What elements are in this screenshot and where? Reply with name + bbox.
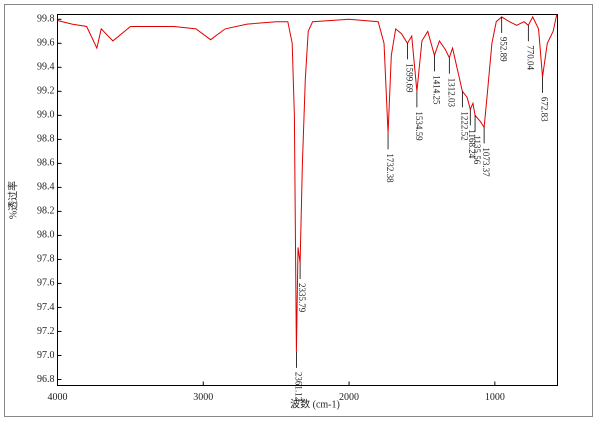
y-tick-label: 97.0 bbox=[37, 350, 55, 361]
y-tick-label: 99.0 bbox=[37, 110, 55, 121]
y-axis-title: %透过率 bbox=[6, 181, 19, 219]
x-axis-title: 波数 (cm-1) bbox=[290, 397, 340, 410]
y-tick-label: 97.8 bbox=[37, 254, 55, 265]
peak-label: 1073.37 bbox=[481, 147, 491, 177]
y-tick-label: 97.6 bbox=[37, 278, 55, 289]
y-tick-label: 98.6 bbox=[37, 158, 55, 169]
outer-frame bbox=[4, 4, 593, 417]
y-tick-label: 99.6 bbox=[37, 38, 55, 49]
x-tick-label: 1000 bbox=[485, 392, 505, 403]
y-tick-label: 98.8 bbox=[37, 134, 55, 145]
y-tick-label: 97.4 bbox=[37, 302, 55, 313]
peak-label: 1414.25 bbox=[431, 75, 441, 105]
peak-label: 2335.79 bbox=[297, 283, 307, 313]
y-tick-label: 98.2 bbox=[37, 206, 55, 217]
y-tick-label: 98.4 bbox=[37, 182, 55, 193]
peak-label: 1168.24 bbox=[467, 129, 477, 158]
peak-label: 1534.59 bbox=[414, 111, 424, 141]
peak-label: 2361.12 bbox=[293, 372, 303, 401]
y-tick-label: 98.0 bbox=[37, 230, 55, 241]
plot-area bbox=[57, 14, 558, 386]
peak-label: 1732.38 bbox=[385, 153, 395, 183]
y-tick-label: 96.8 bbox=[37, 374, 55, 385]
peak-label: 672.83 bbox=[539, 97, 549, 122]
y-tick-label: 99.4 bbox=[37, 62, 55, 73]
y-tick-label: 97.2 bbox=[37, 326, 55, 337]
x-tick-label: 2000 bbox=[339, 392, 359, 403]
peak-label: 1222.52 bbox=[459, 111, 469, 140]
peak-label: 1599.69 bbox=[404, 63, 414, 93]
y-tick-label: 99.8 bbox=[37, 14, 55, 25]
peak-label: 770.04 bbox=[525, 45, 535, 70]
peak-label: 1135.56 bbox=[472, 135, 482, 164]
peak-label: 1312.03 bbox=[446, 78, 456, 108]
y-tick-label: 99.2 bbox=[37, 86, 55, 97]
x-tick-label: 4000 bbox=[48, 392, 68, 403]
x-tick-label: 3000 bbox=[193, 392, 213, 403]
peak-label: 952.89 bbox=[499, 37, 509, 62]
